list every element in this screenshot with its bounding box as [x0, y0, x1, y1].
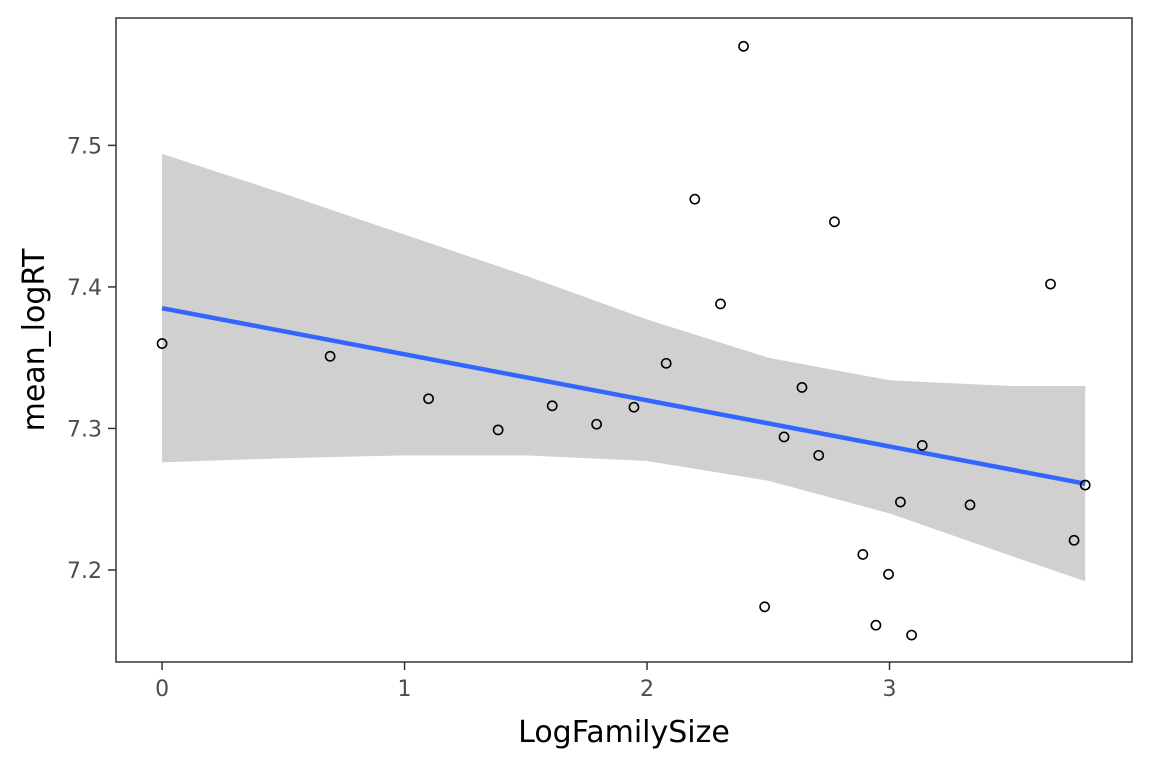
data-point: [857, 549, 869, 560]
y-tick-label: 7.3: [67, 417, 102, 442]
data-point: [1079, 479, 1091, 491]
confidence-band-layer: [162, 153, 1086, 582]
data-point: [870, 619, 882, 631]
data-point: [778, 431, 790, 443]
y-tick-label: 7.4: [67, 276, 102, 301]
points-layer: [156, 40, 1091, 641]
data-point: [895, 496, 906, 508]
data-point: [324, 350, 336, 362]
data-point: [546, 400, 558, 412]
x-tick-label: 3: [883, 677, 897, 702]
data-point: [591, 418, 602, 430]
data-point: [813, 449, 825, 461]
data-point: [1045, 278, 1056, 290]
data-point: [156, 338, 168, 349]
x-tick-label: 2: [640, 677, 654, 702]
x-axis-title: LogFamilySize: [518, 715, 730, 750]
data-point: [964, 499, 976, 511]
data-point: [738, 40, 749, 52]
axes-layer: 0 1 2 3 7.2 7.3 7.4 7.5: [67, 134, 897, 702]
data-point: [628, 401, 640, 413]
y-axis-title: mean_logRT: [17, 248, 52, 431]
regression-line: [161, 305, 1086, 486]
data-point: [759, 601, 771, 613]
data-point: [1068, 534, 1080, 546]
x-tick-label: 1: [398, 677, 412, 702]
data-point: [660, 357, 672, 369]
data-point: [492, 424, 504, 436]
data-point: [829, 216, 840, 228]
fit-line-layer: [161, 305, 1086, 486]
data-point: [906, 629, 917, 641]
confidence-band: [162, 153, 1086, 582]
x-tick-label: 0: [155, 677, 169, 702]
y-tick-label: 7.2: [67, 559, 102, 584]
data-point: [883, 568, 894, 580]
data-point: [916, 440, 928, 451]
data-point: [689, 193, 701, 205]
data-point: [715, 298, 726, 310]
data-point: [796, 382, 808, 393]
y-tick-label: 7.5: [67, 134, 102, 159]
plot-panel-border: [115, 17, 1133, 663]
data-point: [423, 393, 434, 405]
